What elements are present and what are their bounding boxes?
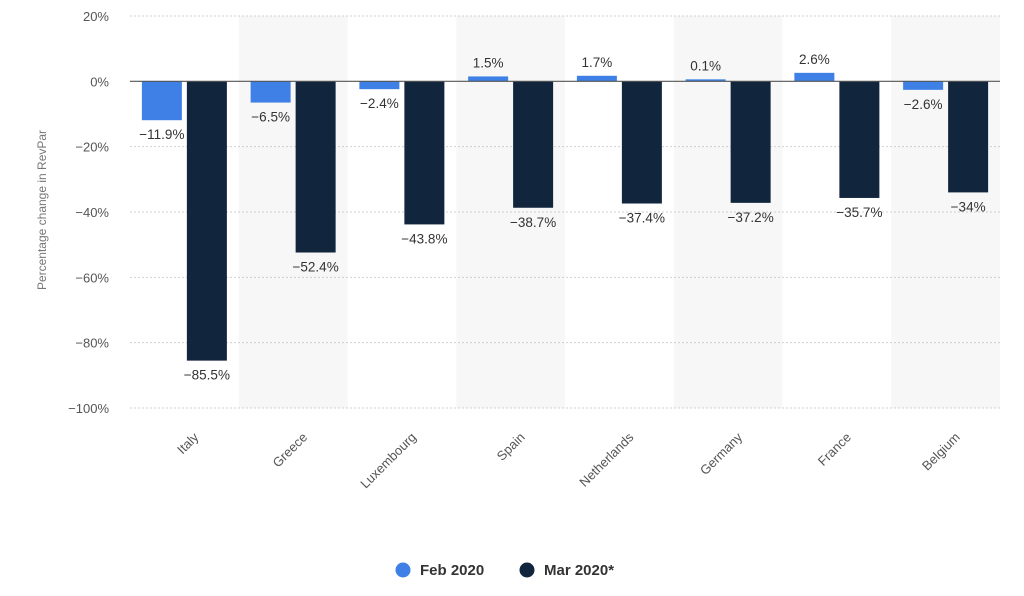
data-labels: −11.9% −85.5% −6.5% −52.4% −2.4% −43.8% 1.5% −3…	[139, 52, 985, 383]
x-axis-categories: Italy Greece Luxembourg Spain Netherlands Ger…	[174, 429, 963, 491]
bars	[141, 72, 989, 361]
data-label-feb-2020-spain: 1.5%	[473, 55, 504, 70]
data-label-feb-2020-italy: −11.9%	[139, 127, 184, 142]
x-tick-label-netherlands: Netherlands	[576, 429, 637, 490]
data-label-feb-2020-greece: −6.5%	[251, 110, 290, 125]
legend-marker-feb-2020	[395, 562, 411, 578]
bar-feb-2020-germany	[685, 79, 726, 82]
y-tick-label: −80%	[75, 336, 109, 351]
bar-mar-2020-spain	[513, 81, 554, 208]
data-label-feb-2020-germany: 0.1%	[690, 58, 721, 73]
data-label-mar-2020-germany: −37.2%	[728, 210, 774, 225]
bar-feb-2020-italy	[141, 81, 182, 121]
legend-label-feb-2020: Feb 2020	[420, 562, 484, 579]
x-tick-label-italy: Italy	[174, 429, 202, 457]
data-label-feb-2020-luxembourg: −2.4%	[360, 96, 399, 111]
bar-mar-2020-greece	[295, 81, 336, 253]
bar-feb-2020-belgium	[903, 81, 944, 90]
data-label-feb-2020-france: 2.6%	[799, 52, 830, 67]
bar-feb-2020-luxembourg	[359, 81, 400, 90]
y-axis-ticks: 20% 0% −20% −40% −60% −80% −100%	[68, 9, 109, 416]
y-tick-label: −40%	[75, 205, 109, 220]
y-axis-title: Percentage change in RevPar	[35, 130, 49, 290]
legend: Feb 2020 Mar 2020*	[395, 562, 615, 579]
x-tick-label-greece: Greece	[269, 430, 310, 471]
y-tick-label: −20%	[75, 140, 109, 155]
x-tick-label-spain: Spain	[494, 430, 528, 464]
bar-mar-2020-germany	[730, 81, 771, 203]
data-label-mar-2020-france: −35.7%	[836, 205, 882, 220]
bar-mar-2020-france	[839, 81, 880, 198]
data-label-mar-2020-spain: −38.7%	[510, 215, 556, 230]
data-label-mar-2020-italy: −85.5%	[184, 368, 230, 383]
y-tick-label: −100%	[68, 401, 109, 416]
bar-mar-2020-italy	[186, 81, 227, 361]
data-label-mar-2020-netherlands: −37.4%	[619, 211, 665, 226]
legend-label-mar-2020: Mar 2020*	[544, 562, 614, 579]
x-tick-label-france: France	[815, 430, 854, 469]
bar-feb-2020-france	[794, 72, 835, 82]
data-label-mar-2020-belgium: −34%	[951, 199, 986, 214]
x-tick-label-germany: Germany	[697, 429, 746, 478]
data-label-mar-2020-luxembourg: −43.8%	[401, 231, 447, 246]
bar-feb-2020-spain	[468, 76, 509, 82]
legend-marker-mar-2020	[519, 562, 535, 578]
data-label-feb-2020-netherlands: 1.7%	[581, 55, 612, 70]
bar-mar-2020-netherlands	[621, 81, 662, 204]
x-tick-label-luxembourg: Luxembourg	[357, 430, 419, 492]
y-tick-label: 20%	[83, 9, 109, 24]
legend-item-mar-2020[interactable]: Mar 2020*	[519, 562, 615, 579]
y-tick-label: 0%	[90, 74, 109, 89]
data-label-mar-2020-greece: −52.4%	[293, 260, 339, 275]
data-label-feb-2020-belgium: −2.6%	[904, 97, 943, 112]
y-tick-label: −60%	[75, 270, 109, 285]
bar-feb-2020-netherlands	[576, 75, 617, 82]
bar-mar-2020-belgium	[948, 81, 989, 193]
bar-mar-2020-luxembourg	[404, 81, 445, 225]
x-tick-label-belgium: Belgium	[919, 430, 963, 474]
bar-feb-2020-greece	[250, 81, 291, 103]
legend-item-feb-2020[interactable]: Feb 2020	[395, 562, 485, 579]
